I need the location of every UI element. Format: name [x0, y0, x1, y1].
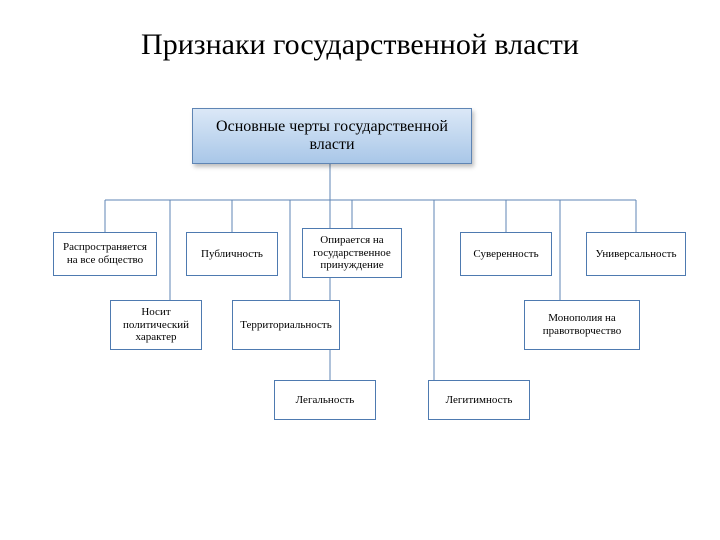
root-node-label: Основные черты государственной власти — [199, 118, 465, 155]
child-node: Территориальность — [232, 300, 340, 350]
child-node-label: Универсальность — [596, 248, 677, 261]
child-node-label: Легитимность — [446, 394, 513, 407]
child-node: Универсальность — [586, 232, 686, 276]
root-node: Основные черты государственной власти — [192, 108, 472, 164]
child-node: Распространяется на все общество — [53, 232, 157, 276]
child-node-label: Легальность — [296, 394, 355, 407]
diagram-stage: Признаки государственной власти Основные… — [0, 0, 720, 540]
child-node-label: Публичность — [201, 248, 263, 261]
child-node: Легальность — [274, 380, 376, 420]
child-node-label: Распространяется на все общество — [60, 241, 150, 266]
child-node: Монополия на правотворчество — [524, 300, 640, 350]
child-node: Опирается на государственное принуждение — [302, 228, 402, 278]
child-node: Легитимность — [428, 380, 530, 420]
child-node-label: Монополия на правотворчество — [531, 312, 633, 337]
child-node: Носит политический характер — [110, 300, 202, 350]
child-node: Публичность — [186, 232, 278, 276]
child-node: Суверенность — [460, 232, 552, 276]
child-node-label: Территориальность — [240, 319, 331, 332]
child-node-label: Носит политический характер — [117, 306, 195, 344]
child-node-label: Опирается на государственное принуждение — [309, 234, 395, 272]
child-node-label: Суверенность — [473, 248, 538, 261]
